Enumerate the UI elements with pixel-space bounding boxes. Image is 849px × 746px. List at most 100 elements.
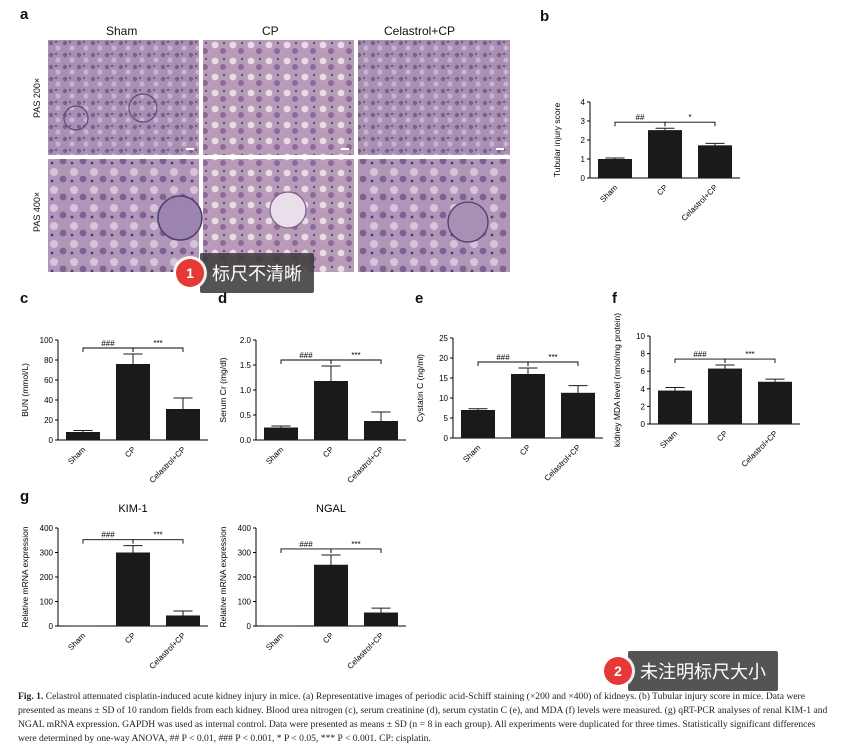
caption-label: Fig. 1. (18, 691, 44, 702)
bar (648, 130, 682, 178)
significance-bracket (280, 548, 332, 553)
bar (66, 625, 100, 627)
x-tick-label: Celastrol+CP (346, 445, 386, 485)
y-tick-label: 25 (439, 334, 448, 343)
significance-bracket (614, 121, 666, 127)
significance-bracket (527, 361, 579, 366)
x-tick-label: CP (321, 631, 335, 645)
y-tick-label: 100 (40, 336, 54, 345)
y-tick-label: 5 (444, 414, 449, 423)
y-tick-label: 6 (641, 367, 646, 376)
micrograph-celastrol-200x (358, 40, 510, 155)
callout-text: 标尺不清晰 (200, 253, 314, 293)
micrograph-sham-200x (48, 40, 199, 155)
significance-bracket (280, 359, 332, 364)
x-tick-label: Celastrol+CP (740, 429, 780, 469)
panel-letter-d: d (218, 290, 228, 307)
y-tick-label: 20 (44, 416, 53, 425)
y-tick-label: 0 (581, 174, 586, 183)
bar (314, 381, 348, 440)
bar (708, 368, 742, 424)
micrograph-row-400x: PAS 400× (32, 191, 42, 232)
callout-number: 2 (604, 657, 632, 685)
chart-b-tubular-injury: Tubular injury score 0 1 2 3 4 Sham CP Celastrol… (552, 98, 740, 223)
bar (364, 612, 398, 626)
chart-title: NGAL (316, 503, 346, 515)
y-tick-label: 100 (40, 598, 54, 607)
bar (561, 392, 595, 438)
x-tick-label: Celastrol+CP (148, 445, 188, 485)
figure-caption: Fig. 1. Celastrol attenuated cisplatin-i… (18, 690, 833, 746)
significance-bracket (82, 347, 134, 352)
callout-number: 1 (176, 259, 204, 287)
caption-text: Celastrol attenuated cisplatin-induced a… (18, 691, 828, 744)
y-tick-label: 0 (49, 622, 54, 631)
y-tick-label: 1 (581, 155, 586, 164)
y-axis-label: kidney MDA level (nmol/mg protein) (612, 313, 622, 447)
callout-2: 2 未注明标尺大小 (604, 651, 778, 691)
x-tick-label: Celastrol+CP (148, 631, 188, 671)
panel-letter-g: g (20, 488, 30, 505)
y-tick-label: 15 (439, 374, 448, 383)
bar (698, 145, 732, 178)
x-tick-label: CP (518, 443, 532, 457)
callout-1: 1 标尺不清晰 (176, 253, 314, 293)
y-tick-label: 4 (641, 385, 646, 394)
panel-letter-e: e (415, 290, 424, 307)
significance-bracket (82, 539, 134, 544)
chart-f-mda: kidney MDA level (nmol/mg protein) 0 2 4 6 8 1… (612, 313, 800, 469)
x-tick-label: Celastrol+CP (543, 443, 583, 483)
y-tick-label: 300 (40, 549, 54, 558)
bar (264, 625, 298, 627)
significance-label: *** (153, 531, 162, 540)
y-tick-label: 8 (641, 350, 646, 359)
bar (166, 409, 200, 440)
significance-label: ### (496, 353, 510, 362)
x-tick-label: Celastrol+CP (680, 183, 720, 223)
y-tick-label: 400 (40, 524, 54, 533)
panel-letter-a: a (20, 6, 29, 23)
significance-bracket (477, 361, 529, 366)
x-tick-label: Sham (598, 183, 619, 204)
y-tick-label: 10 (636, 332, 645, 341)
significance-label: *** (548, 353, 557, 362)
y-axis-label: Relative mRNA expression (218, 526, 228, 627)
y-tick-label: 2 (641, 402, 646, 411)
significance-label: *** (153, 339, 162, 348)
y-tick-label: 100 (238, 598, 252, 607)
significance-label: ### (299, 540, 313, 549)
bar (166, 615, 200, 626)
bar (116, 552, 150, 626)
x-tick-label: Celastrol+CP (346, 631, 386, 671)
panel-letter-f: f (612, 290, 617, 307)
x-tick-label: Sham (66, 631, 87, 652)
x-tick-label: Sham (264, 631, 285, 652)
significance-label: *** (351, 351, 360, 360)
y-tick-label: 400 (238, 524, 252, 533)
micrograph-cp-200x (203, 40, 354, 155)
x-tick-label: CP (321, 445, 335, 459)
significance-label: * (688, 113, 691, 122)
panel-letter-c: c (20, 290, 29, 307)
significance-label: ### (101, 339, 115, 348)
micrograph-column-celastrol: Celastrol+CP (384, 24, 456, 38)
panel-letter-b: b (540, 8, 550, 25)
x-tick-label: CP (715, 429, 729, 443)
significance-label: ### (299, 351, 313, 360)
y-tick-label: 20 (439, 354, 448, 363)
y-tick-label: 0.5 (240, 411, 252, 420)
y-tick-label: 0.0 (240, 436, 252, 445)
chart-title: KIM-1 (118, 503, 147, 515)
significance-label: ### (693, 350, 707, 359)
micrograph-column-cp: CP (262, 24, 279, 38)
x-tick-label: CP (655, 183, 669, 197)
y-tick-label: 60 (44, 376, 53, 385)
y-axis-label: Cystatin C (ng/ml) (415, 354, 425, 422)
x-tick-label: Sham (461, 443, 482, 464)
y-tick-label: 2 (581, 136, 586, 145)
significance-bracket (330, 548, 382, 553)
significance-bracket (132, 539, 184, 544)
bar (264, 427, 298, 440)
chart-g-ngal: NGAL Relative mRNA expression 0 100 200 300 40… (218, 503, 406, 671)
y-tick-label: 0 (49, 436, 54, 445)
